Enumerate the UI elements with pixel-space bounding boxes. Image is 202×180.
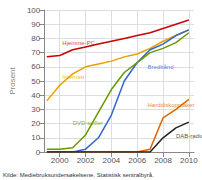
svg-text:Kilde: Mediebruksundersøkelsen: Kilde: Mediebruksundersøkelsene, Statist… bbox=[3, 172, 154, 178]
svg-text:80: 80 bbox=[31, 34, 40, 43]
svg-text:2004: 2004 bbox=[102, 156, 120, 165]
svg-text:100: 100 bbox=[27, 6, 41, 15]
svg-text:DVD-spiller: DVD-spiller bbox=[73, 120, 103, 126]
svg-text:2006: 2006 bbox=[128, 156, 146, 165]
svg-text:0: 0 bbox=[36, 148, 41, 157]
svg-text:30: 30 bbox=[31, 105, 40, 114]
svg-text:2000: 2000 bbox=[51, 156, 69, 165]
svg-text:Harddiskopptaker: Harddiskopptaker bbox=[148, 102, 195, 108]
svg-text:70: 70 bbox=[31, 48, 40, 57]
svg-text:10: 10 bbox=[31, 133, 40, 142]
svg-text:Hjemme-PC: Hjemme-PC bbox=[62, 40, 95, 46]
svg-text:90: 90 bbox=[31, 20, 40, 29]
svg-text:Bredbånd: Bredbånd bbox=[148, 64, 174, 70]
svg-text:DAB-radio: DAB-radio bbox=[176, 133, 202, 139]
svg-text:60: 60 bbox=[31, 62, 40, 71]
svg-text:2010: 2010 bbox=[180, 156, 198, 165]
svg-text:50: 50 bbox=[31, 77, 40, 86]
svg-text:Prosent: Prosent bbox=[8, 66, 17, 94]
svg-text:2008: 2008 bbox=[154, 156, 172, 165]
svg-text:Internett: Internett bbox=[62, 74, 84, 80]
svg-text:2002: 2002 bbox=[77, 156, 95, 165]
svg-text:40: 40 bbox=[31, 91, 40, 100]
svg-text:20: 20 bbox=[31, 119, 40, 128]
